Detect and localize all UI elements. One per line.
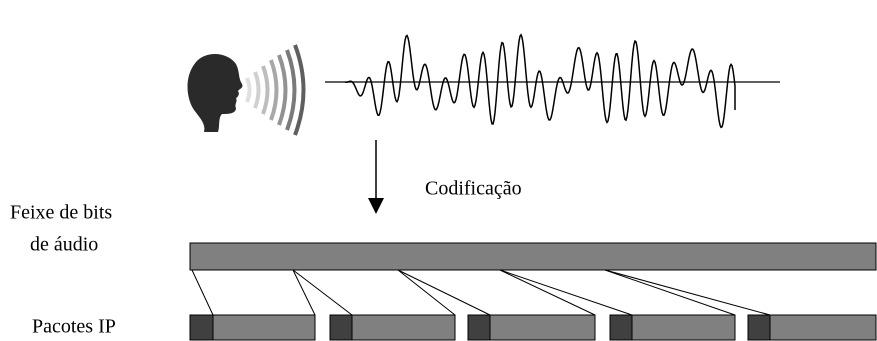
split-lines	[192, 270, 770, 315]
bitstream-label: de áudio	[30, 234, 98, 256]
packets-label: Pacotes IP	[32, 316, 116, 338]
speaker-head	[188, 54, 243, 132]
bitstream-bar	[190, 243, 876, 270]
ip-packets	[190, 315, 876, 340]
encoding-label: Codificação	[425, 178, 522, 200]
bitstream-label: Feixe de bits	[10, 202, 112, 224]
encode-arrowhead	[368, 198, 384, 214]
waveform	[345, 35, 735, 128]
diagram: Codificação Feixe de bits de áudio Pacot…	[0, 0, 877, 341]
sound-waves	[247, 45, 304, 135]
